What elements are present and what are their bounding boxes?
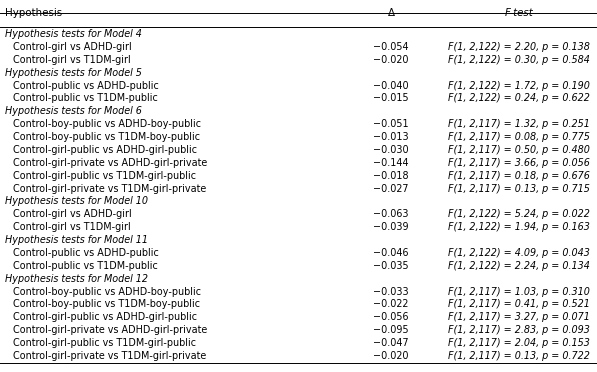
Text: F(1, 2,117) = 0.50, p = 0.480: F(1, 2,117) = 0.50, p = 0.480 xyxy=(448,145,590,155)
Text: −0.020: −0.020 xyxy=(373,55,409,65)
Text: −0.027: −0.027 xyxy=(373,183,409,193)
Text: F(1, 2,117) = 1.32, p = 0.251: F(1, 2,117) = 1.32, p = 0.251 xyxy=(448,119,590,129)
Text: Hypothesis tests for Model 4: Hypothesis tests for Model 4 xyxy=(5,29,141,39)
Text: F-test: F-test xyxy=(505,8,534,18)
Text: Control-girl vs T1DM-girl: Control-girl vs T1DM-girl xyxy=(13,55,131,65)
Text: F(1, 2,122) = 2.24, p = 0.134: F(1, 2,122) = 2.24, p = 0.134 xyxy=(448,261,590,271)
Text: −0.022: −0.022 xyxy=(373,299,409,310)
Text: Control-girl vs T1DM-girl: Control-girl vs T1DM-girl xyxy=(13,222,131,232)
Text: Control-public vs ADHD-public: Control-public vs ADHD-public xyxy=(13,81,159,91)
Text: −0.056: −0.056 xyxy=(373,312,409,322)
Text: Hypothesis tests for Model 10: Hypothesis tests for Model 10 xyxy=(5,196,148,206)
Text: F(1, 2,122) = 1.72, p = 0.190: F(1, 2,122) = 1.72, p = 0.190 xyxy=(448,81,590,91)
Text: F(1, 2,117) = 0.13, p = 0.722: F(1, 2,117) = 0.13, p = 0.722 xyxy=(448,351,590,361)
Text: F(1, 2,117) = 3.66, p = 0.056: F(1, 2,117) = 3.66, p = 0.056 xyxy=(448,158,590,168)
Text: Control-girl-public vs ADHD-girl-public: Control-girl-public vs ADHD-girl-public xyxy=(13,312,197,322)
Text: −0.039: −0.039 xyxy=(373,222,409,232)
Text: −0.018: −0.018 xyxy=(373,171,409,181)
Text: F(1, 2,117) = 0.18, p = 0.676: F(1, 2,117) = 0.18, p = 0.676 xyxy=(448,171,590,181)
Text: −0.030: −0.030 xyxy=(373,145,409,155)
Text: Control-boy-public vs T1DM-boy-public: Control-boy-public vs T1DM-boy-public xyxy=(13,132,200,142)
Text: −0.047: −0.047 xyxy=(373,338,409,348)
Text: Control-girl-private vs ADHD-girl-private: Control-girl-private vs ADHD-girl-privat… xyxy=(13,325,207,335)
Text: Control-public vs T1DM-public: Control-public vs T1DM-public xyxy=(13,93,158,103)
Text: −0.020: −0.020 xyxy=(373,351,409,361)
Text: F(1, 2,117) = 0.13, p = 0.715: F(1, 2,117) = 0.13, p = 0.715 xyxy=(448,183,590,193)
Text: −0.013: −0.013 xyxy=(373,132,409,142)
Text: −0.040: −0.040 xyxy=(373,81,409,91)
Text: −0.035: −0.035 xyxy=(373,261,409,271)
Text: Hypothesis tests for Model 12: Hypothesis tests for Model 12 xyxy=(5,274,148,284)
Text: Δ: Δ xyxy=(387,8,395,18)
Text: Control-girl-public vs ADHD-girl-public: Control-girl-public vs ADHD-girl-public xyxy=(13,145,197,155)
Text: F(1, 2,117) = 2.83, p = 0.093: F(1, 2,117) = 2.83, p = 0.093 xyxy=(448,325,590,335)
Text: F(1, 2,122) = 0.24, p = 0.622: F(1, 2,122) = 0.24, p = 0.622 xyxy=(448,93,590,103)
Text: F(1, 2,117) = 0.41, p = 0.521: F(1, 2,117) = 0.41, p = 0.521 xyxy=(448,299,590,310)
Text: F(1, 2,122) = 2.20, p = 0.138: F(1, 2,122) = 2.20, p = 0.138 xyxy=(448,42,590,52)
Text: −0.063: −0.063 xyxy=(373,209,409,219)
Text: F(1, 2,117) = 2.04, p = 0.153: F(1, 2,117) = 2.04, p = 0.153 xyxy=(448,338,590,348)
Text: Control-girl vs ADHD-girl: Control-girl vs ADHD-girl xyxy=(13,209,132,219)
Text: Control-boy-public vs ADHD-boy-public: Control-boy-public vs ADHD-boy-public xyxy=(13,286,201,296)
Text: −0.015: −0.015 xyxy=(373,93,409,103)
Text: Control-public vs ADHD-public: Control-public vs ADHD-public xyxy=(13,248,159,258)
Text: F(1, 2,122) = 1.94, p = 0.163: F(1, 2,122) = 1.94, p = 0.163 xyxy=(448,222,590,232)
Text: Hypothesis tests for Model 6: Hypothesis tests for Model 6 xyxy=(5,106,141,116)
Text: F(1, 2,117) = 1.03, p = 0.310: F(1, 2,117) = 1.03, p = 0.310 xyxy=(448,286,590,296)
Text: F(1, 2,122) = 5.24, p = 0.022: F(1, 2,122) = 5.24, p = 0.022 xyxy=(448,209,590,219)
Text: F(1, 2,122) = 4.09, p = 0.043: F(1, 2,122) = 4.09, p = 0.043 xyxy=(448,248,590,258)
Text: F(1, 2,122) = 0.30, p = 0.584: F(1, 2,122) = 0.30, p = 0.584 xyxy=(448,55,590,65)
Text: Control-girl-public vs T1DM-girl-public: Control-girl-public vs T1DM-girl-public xyxy=(13,338,196,348)
Text: Control-girl vs ADHD-girl: Control-girl vs ADHD-girl xyxy=(13,42,132,52)
Text: Control-girl-private vs T1DM-girl-private: Control-girl-private vs T1DM-girl-privat… xyxy=(13,183,207,193)
Text: F(1, 2,117) = 0.08, p = 0.775: F(1, 2,117) = 0.08, p = 0.775 xyxy=(448,132,590,142)
Text: −0.054: −0.054 xyxy=(373,42,409,52)
Text: −0.046: −0.046 xyxy=(373,248,409,258)
Text: Control-girl-public vs T1DM-girl-public: Control-girl-public vs T1DM-girl-public xyxy=(13,171,196,181)
Text: Hypothesis tests for Model 5: Hypothesis tests for Model 5 xyxy=(5,68,141,78)
Text: Control-girl-private vs T1DM-girl-private: Control-girl-private vs T1DM-girl-privat… xyxy=(13,351,207,361)
Text: Hypothesis: Hypothesis xyxy=(5,8,62,18)
Text: Hypothesis tests for Model 11: Hypothesis tests for Model 11 xyxy=(5,235,148,245)
Text: Control-boy-public vs ADHD-boy-public: Control-boy-public vs ADHD-boy-public xyxy=(13,119,201,129)
Text: −0.144: −0.144 xyxy=(373,158,409,168)
Text: Control-boy-public vs T1DM-boy-public: Control-boy-public vs T1DM-boy-public xyxy=(13,299,200,310)
Text: −0.095: −0.095 xyxy=(373,325,409,335)
Text: Control-girl-private vs ADHD-girl-private: Control-girl-private vs ADHD-girl-privat… xyxy=(13,158,207,168)
Text: −0.033: −0.033 xyxy=(373,286,409,296)
Text: Control-public vs T1DM-public: Control-public vs T1DM-public xyxy=(13,261,158,271)
Text: F(1, 2,117) = 3.27, p = 0.071: F(1, 2,117) = 3.27, p = 0.071 xyxy=(448,312,590,322)
Text: −0.051: −0.051 xyxy=(373,119,409,129)
